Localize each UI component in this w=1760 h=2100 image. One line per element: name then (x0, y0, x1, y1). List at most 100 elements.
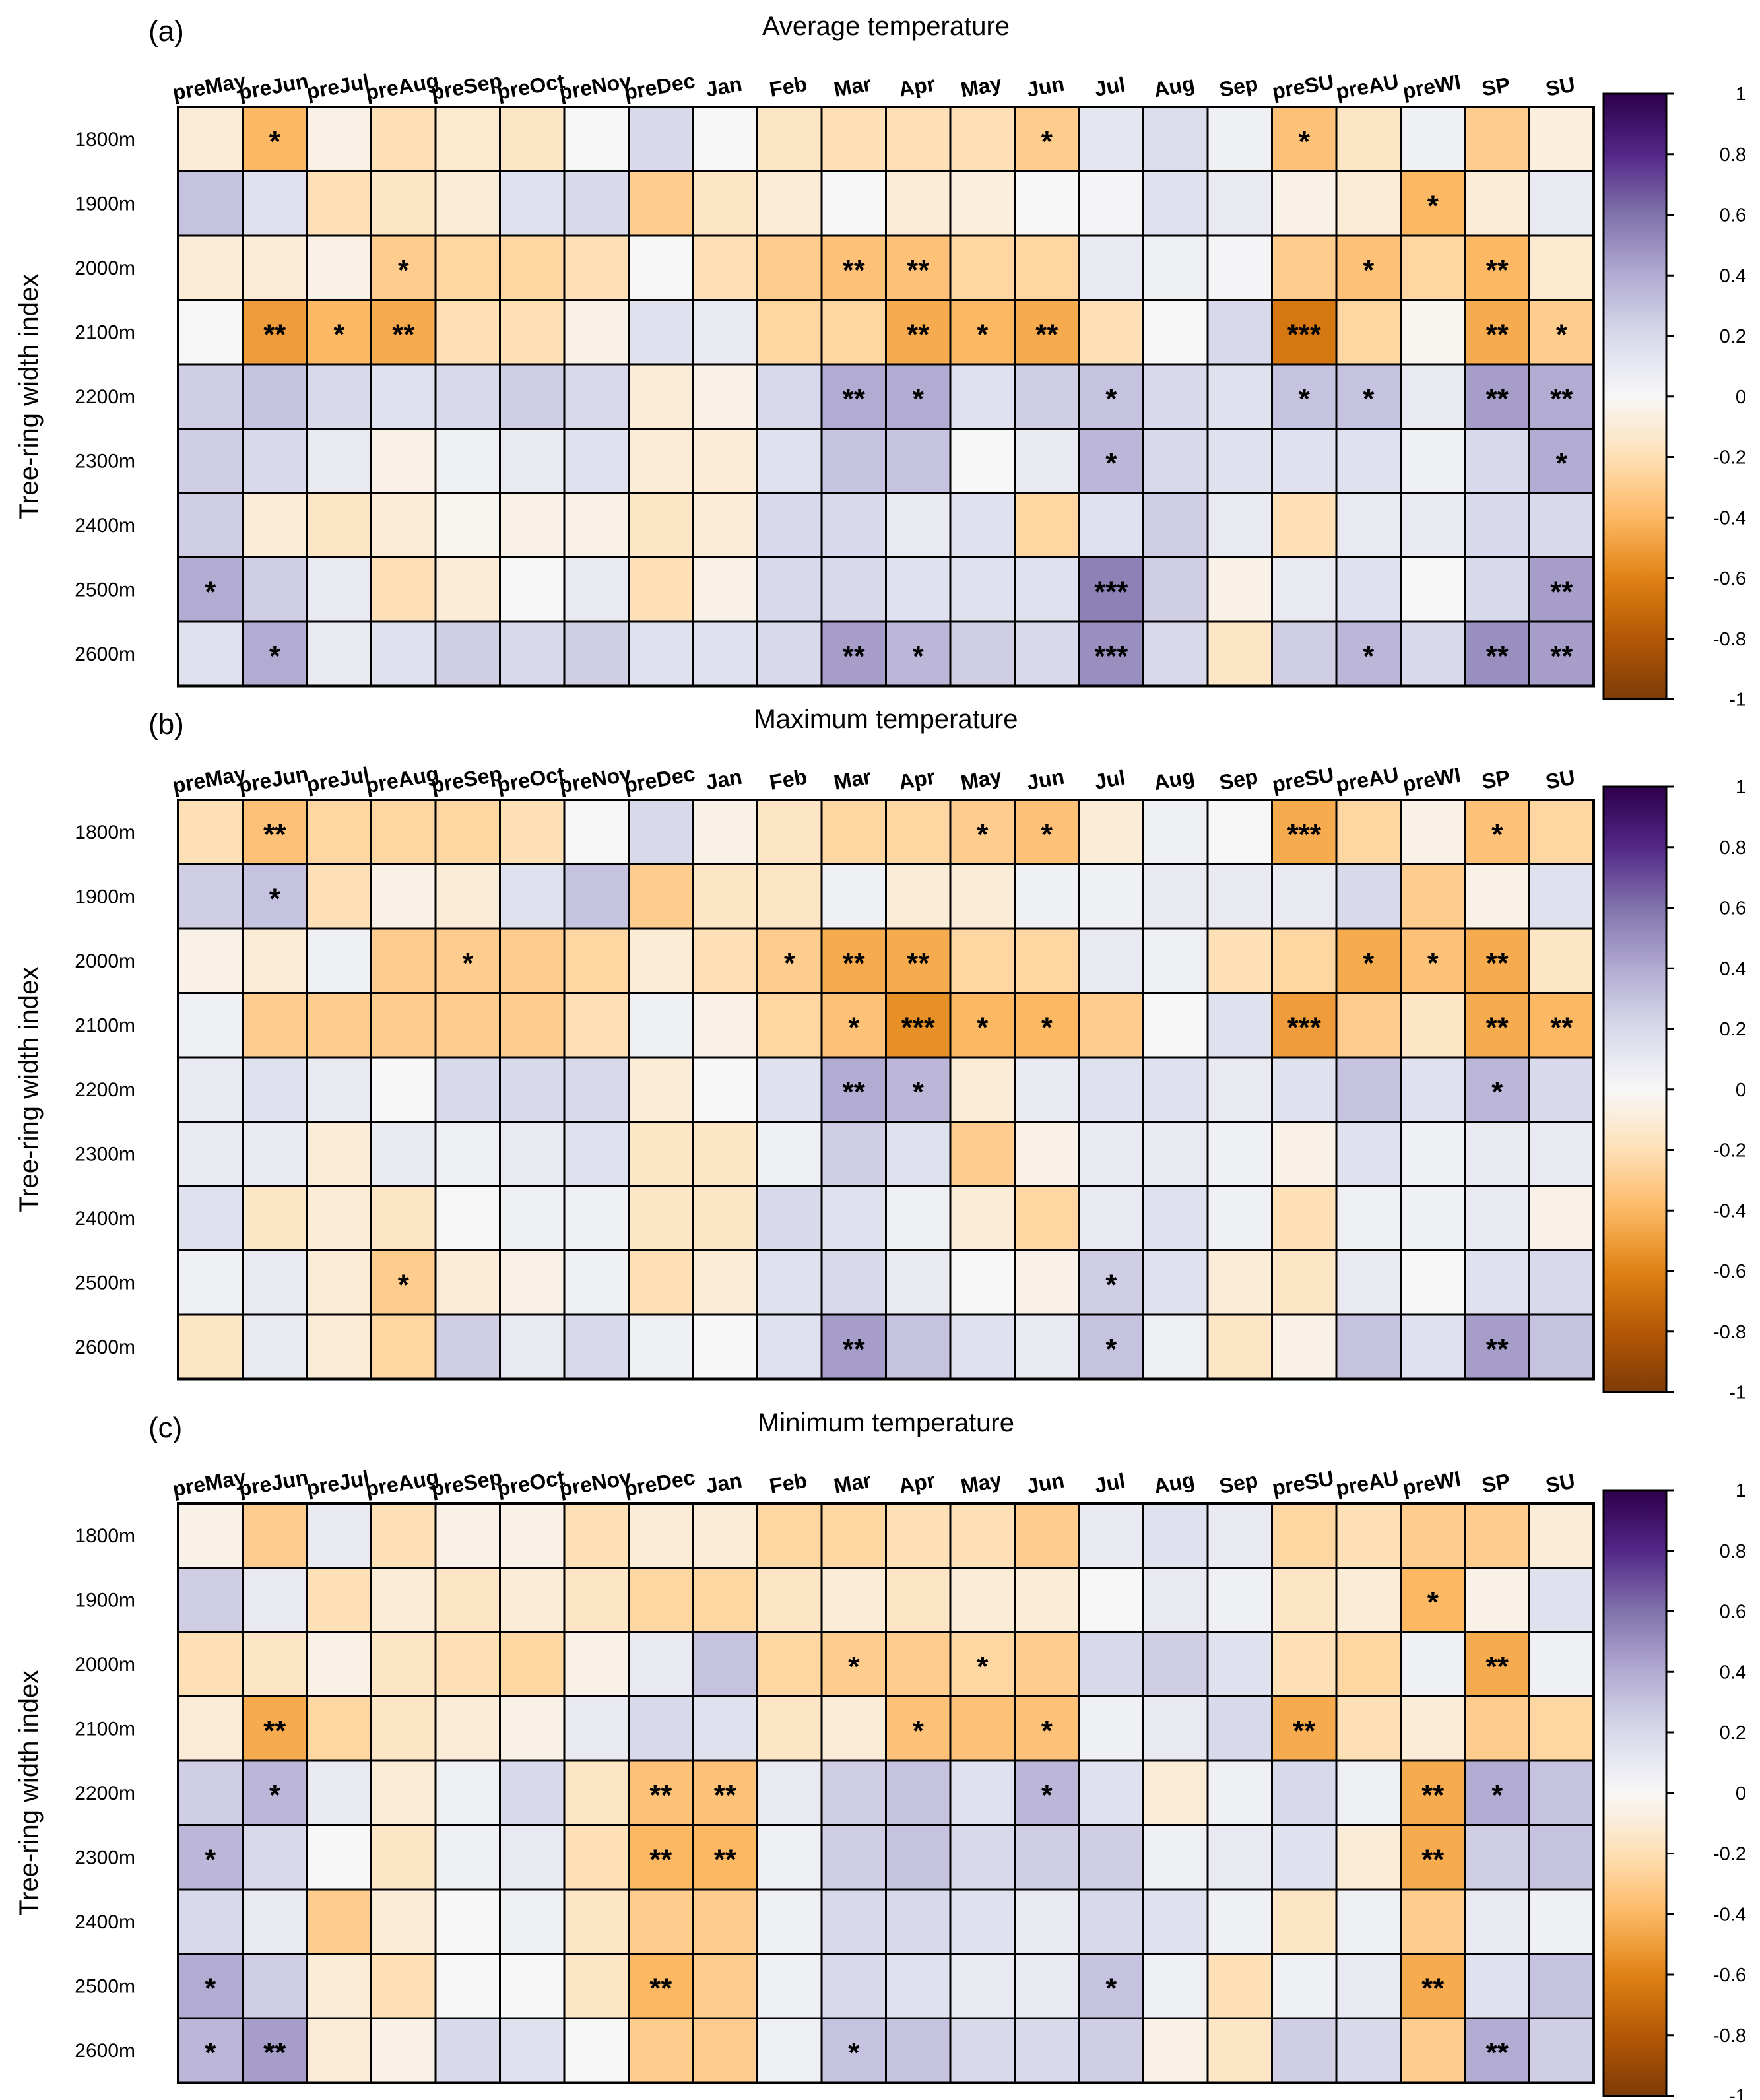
heatmap-cell (1014, 1567, 1080, 1633)
heatmap-cell (1464, 1824, 1530, 1891)
column-label: SU (1544, 766, 1577, 794)
heatmap-cell (820, 799, 887, 865)
colorbar-label: -0.8 (1713, 2025, 1746, 2047)
heatmap-cell (242, 1888, 308, 1955)
colorbar-label: 1 (1736, 1480, 1746, 1501)
heatmap-cell (177, 1502, 244, 1569)
heatmap-cell (1400, 299, 1466, 366)
column-label: preSep (429, 69, 504, 104)
heatmap-cell (949, 1759, 1016, 1826)
heatmap-cell (177, 620, 244, 687)
heatmap-cell (499, 1121, 566, 1187)
heatmap-cell (692, 428, 758, 494)
heatmap-cell (434, 1121, 501, 1187)
grid-frame (177, 799, 1595, 1381)
heatmap-cell (370, 799, 437, 865)
heatmap-cell (1400, 2017, 1466, 2084)
significance-mark: * (205, 576, 216, 608)
heatmap-cell (306, 1567, 372, 1633)
heatmap-cell (563, 1056, 630, 1123)
heatmap-cell (499, 1953, 566, 2019)
heatmap-cell (563, 363, 630, 430)
heatmap-cell (563, 299, 630, 366)
heatmap-cell (1142, 1631, 1209, 1697)
heatmap-cell (1142, 1695, 1209, 1762)
significance-mark: ** (843, 1076, 866, 1108)
colorbar-label: -1 (1729, 690, 1746, 711)
heatmap-cell (242, 1056, 308, 1123)
heatmap-cell (1206, 492, 1273, 558)
row-label: 2400m (75, 515, 135, 537)
significance-mark: * (1363, 640, 1375, 673)
significance-mark: ** (1421, 1973, 1445, 2005)
significance-mark: *** (1094, 576, 1128, 608)
heatmap-cell (563, 1502, 630, 1569)
heatmap-cell (1528, 1056, 1595, 1123)
heatmap-cell (563, 170, 630, 237)
heatmap-cell (177, 992, 244, 1059)
colorbar-label: -0.4 (1713, 508, 1746, 529)
heatmap-cell (756, 1056, 823, 1123)
heatmap-cell (756, 1888, 823, 1955)
row-label: 1900m (75, 886, 135, 907)
heatmap-cell (177, 1185, 244, 1251)
heatmap-cell (628, 170, 694, 237)
heatmap-cell (692, 1185, 758, 1251)
column-label: SP (1480, 1469, 1512, 1497)
heatmap-cell (1528, 1249, 1595, 1316)
heatmap-cell (1335, 1695, 1402, 1762)
y-axis-title: Tree-ring width index (15, 1670, 44, 1916)
heatmap-cell (1528, 1631, 1595, 1697)
column-label: Jul (1093, 1468, 1127, 1497)
significance-mark: *** (1287, 818, 1322, 851)
heatmap-cell (1142, 799, 1209, 865)
heatmap-cell (1206, 1631, 1273, 1697)
heatmap-cell (949, 2017, 1016, 2084)
column-label: preNov (557, 69, 633, 105)
heatmap-cell (756, 556, 823, 623)
heatmap-cell (1464, 1249, 1530, 1316)
heatmap-cell (499, 428, 566, 494)
significance-mark: * (1491, 1076, 1503, 1108)
heatmap-panel: (b) Maximum temperature Tree-ring width in… (15, 705, 1746, 1404)
colorbar-label: -0.6 (1713, 1965, 1746, 1986)
heatmap-cell (885, 1824, 952, 1891)
heatmap-cell (885, 1631, 952, 1697)
heatmap-cell (1335, 1185, 1402, 1251)
significance-mark: * (1105, 447, 1117, 480)
heatmap-cell (563, 1121, 630, 1187)
heatmap-cell (949, 799, 1016, 865)
heatmap-cell (370, 620, 437, 687)
column-label: preNov (557, 762, 633, 798)
heatmap-cell (885, 1185, 952, 1251)
colorbar (1602, 785, 1668, 1393)
heatmap-cell (499, 1824, 566, 1891)
heatmap-cell (1528, 1567, 1595, 1633)
heatmap-cell (820, 234, 887, 301)
heatmap-cell (1078, 1888, 1144, 1955)
heatmap-cell (1528, 620, 1595, 687)
heatmap-cell (1014, 1888, 1080, 1955)
significance-mark: * (848, 2037, 860, 2069)
row-label: 2000m (75, 257, 135, 279)
heatmap-cell (177, 492, 244, 558)
colorbar-label: -1 (1729, 1383, 1746, 1404)
heatmap-cell (1400, 1249, 1466, 1316)
heatmap-cell (1335, 2017, 1402, 2084)
significance-mark: * (205, 1973, 216, 2005)
significance-mark: * (1491, 1779, 1503, 1812)
heatmap-cell (1335, 863, 1402, 930)
column-label: preAU (1334, 762, 1400, 797)
colorbar-label: 0.4 (1720, 265, 1746, 286)
heatmap-cell (370, 1567, 437, 1633)
significance-mark: ** (907, 254, 930, 286)
heatmap-cell (1014, 106, 1080, 172)
row-label: 2200m (75, 1079, 135, 1101)
heatmap-cell (1206, 992, 1273, 1059)
colorbar (1602, 92, 1668, 700)
heatmap-cell (820, 299, 887, 366)
heatmap-cell (563, 1631, 630, 1697)
heatmap-cell (242, 927, 308, 994)
column-label: preJul (304, 762, 371, 797)
heatmap-cell (1206, 1953, 1273, 2019)
